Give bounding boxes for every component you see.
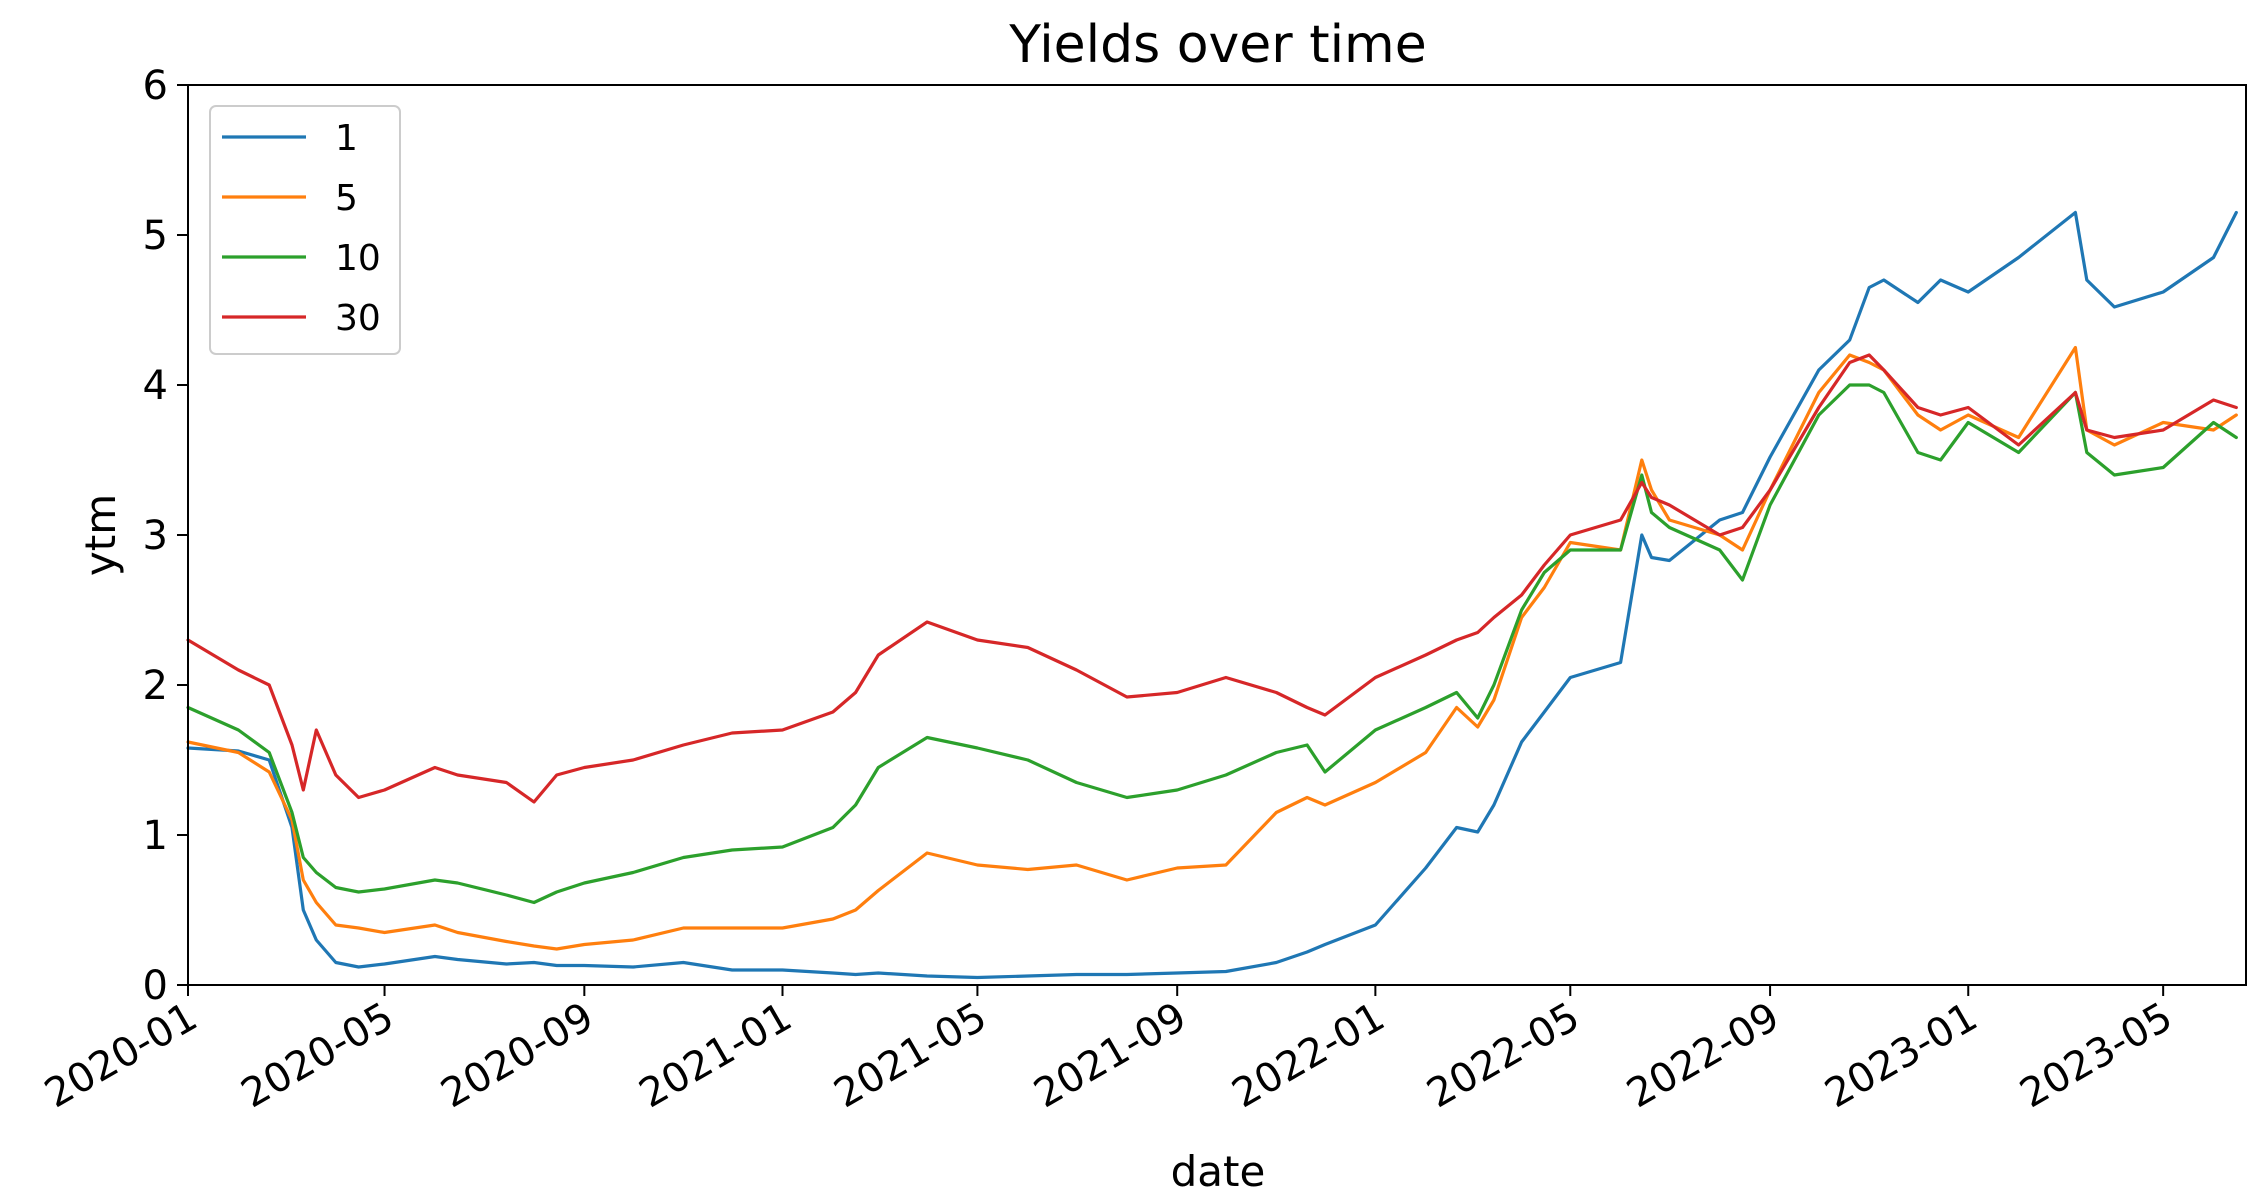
x-axis-label: date bbox=[1171, 1147, 1266, 1196]
legend-label-5: 5 bbox=[335, 178, 358, 219]
chart-title: Yields over time bbox=[1008, 15, 1426, 75]
y-tick-label: 4 bbox=[143, 363, 168, 409]
legend-label-30: 30 bbox=[335, 298, 381, 339]
y-tick-label: 3 bbox=[143, 513, 168, 559]
x-tick-label: 2020-01 bbox=[37, 994, 205, 1117]
legend-label-10: 10 bbox=[335, 238, 381, 279]
y-tick-label: 0 bbox=[143, 963, 168, 1009]
y-axis: 0 1 2 3 4 5 6 bbox=[143, 63, 188, 1009]
series-line-10 bbox=[186, 383, 2238, 905]
plot-lines bbox=[186, 210, 2238, 980]
x-tick-label: 2023-01 bbox=[1817, 994, 1985, 1117]
x-tick-label: 2022-01 bbox=[1225, 994, 1393, 1117]
legend-label-1: 1 bbox=[335, 118, 358, 159]
x-tick-label: 2021-05 bbox=[827, 994, 995, 1117]
series-line-1 bbox=[186, 210, 2238, 980]
x-tick-label: 2022-05 bbox=[1420, 994, 1588, 1117]
x-tick-label: 2023-05 bbox=[2012, 994, 2180, 1117]
x-tick-label: 2020-09 bbox=[434, 994, 602, 1117]
series-line-30 bbox=[186, 353, 2238, 804]
x-tick-label: 2021-09 bbox=[1026, 994, 1194, 1117]
legend: 1 5 10 30 bbox=[209, 105, 401, 355]
x-axis: 2020-01 2020-05 2020-09 2021-01 2021-05 2021-… bbox=[37, 985, 2180, 1117]
y-axis-label: ytm bbox=[76, 494, 125, 576]
y-tick-label: 2 bbox=[143, 663, 168, 709]
y-tick-label: 1 bbox=[143, 813, 168, 859]
plot-frame bbox=[187, 84, 2247, 986]
x-tick-label: 2020-05 bbox=[234, 994, 402, 1117]
y-tick-label: 5 bbox=[143, 213, 168, 259]
x-tick-label: 2022-09 bbox=[1619, 994, 1787, 1117]
legend-box bbox=[209, 105, 401, 355]
y-tick-label: 6 bbox=[143, 63, 168, 109]
x-tick-label: 2021-01 bbox=[632, 994, 800, 1117]
series-line-5 bbox=[186, 345, 2238, 951]
